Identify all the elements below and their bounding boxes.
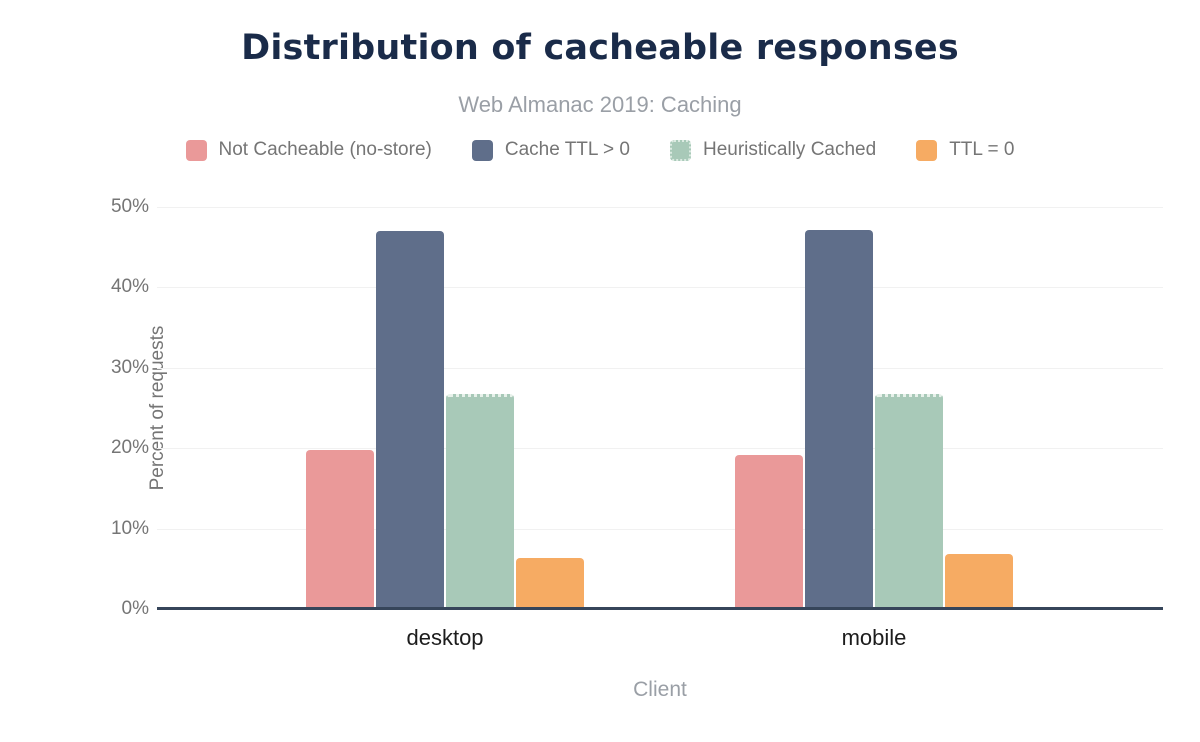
legend-item: Not Cacheable (no-store): [185, 139, 432, 161]
legend-swatch: [471, 139, 493, 161]
gridline: [157, 287, 1163, 289]
legend-swatch: [916, 139, 938, 161]
x-category-label-mobile: mobile: [841, 625, 907, 650]
bar-group-desktop: [306, 207, 585, 609]
legend-label: Cache TTL > 0: [504, 139, 630, 160]
y-tick-label: 30%: [110, 356, 149, 378]
bar-mobile-heuristically-cached: [874, 393, 943, 609]
x-axis-title: Client: [633, 678, 687, 701]
bar-group-mobile: [734, 207, 1013, 609]
y-tick-label: 50%: [110, 196, 149, 217]
legend-label: Heuristically Cached: [703, 139, 877, 160]
legend-label: Not Cacheable (no-store): [218, 139, 432, 160]
y-tick-label: 10%: [110, 517, 149, 539]
y-tick-label: 0%: [121, 598, 149, 619]
bar-desktop-heuristically-cached: [446, 393, 515, 609]
bar-desktop-cache-ttl-0: [376, 231, 445, 609]
legend: Not Cacheable (no-store) Cache TTL > 0 Heu…: [0, 139, 1200, 161]
legend-item: Heuristically Cached: [670, 139, 876, 161]
plot-area: Percent of requests desktop mobile: [147, 207, 1163, 650]
chart-title: Distribution of cacheable responses: [241, 28, 959, 68]
bar-desktop-ttl-0: [516, 558, 585, 609]
y-tick-label: 40%: [110, 276, 149, 298]
legend-item: TTL = 0: [916, 139, 1014, 161]
gridline: [157, 367, 1163, 369]
gridline: [157, 528, 1163, 530]
legend-label: TTL = 0: [949, 139, 1015, 160]
bar-mobile-not-cacheable-no-store: [734, 454, 803, 609]
y-axis-title: Percent of requests: [147, 325, 168, 491]
x-category-label-desktop: desktop: [406, 625, 484, 650]
y-tick-label: 20%: [110, 437, 149, 459]
bar-mobile-cache-ttl-0: [804, 230, 873, 609]
gridline: [157, 207, 1163, 208]
legend-swatch: [185, 139, 207, 161]
gridline: [157, 448, 1163, 450]
legend-swatch: [670, 139, 691, 161]
legend-item: Cache TTL > 0: [471, 139, 630, 161]
x-axis-line: [157, 607, 1163, 610]
bar-desktop-not-cacheable-no-store: [306, 449, 375, 609]
bar-mobile-ttl-0: [944, 554, 1013, 609]
chart-subtitle: Web Almanac 2019: Caching: [458, 92, 742, 117]
